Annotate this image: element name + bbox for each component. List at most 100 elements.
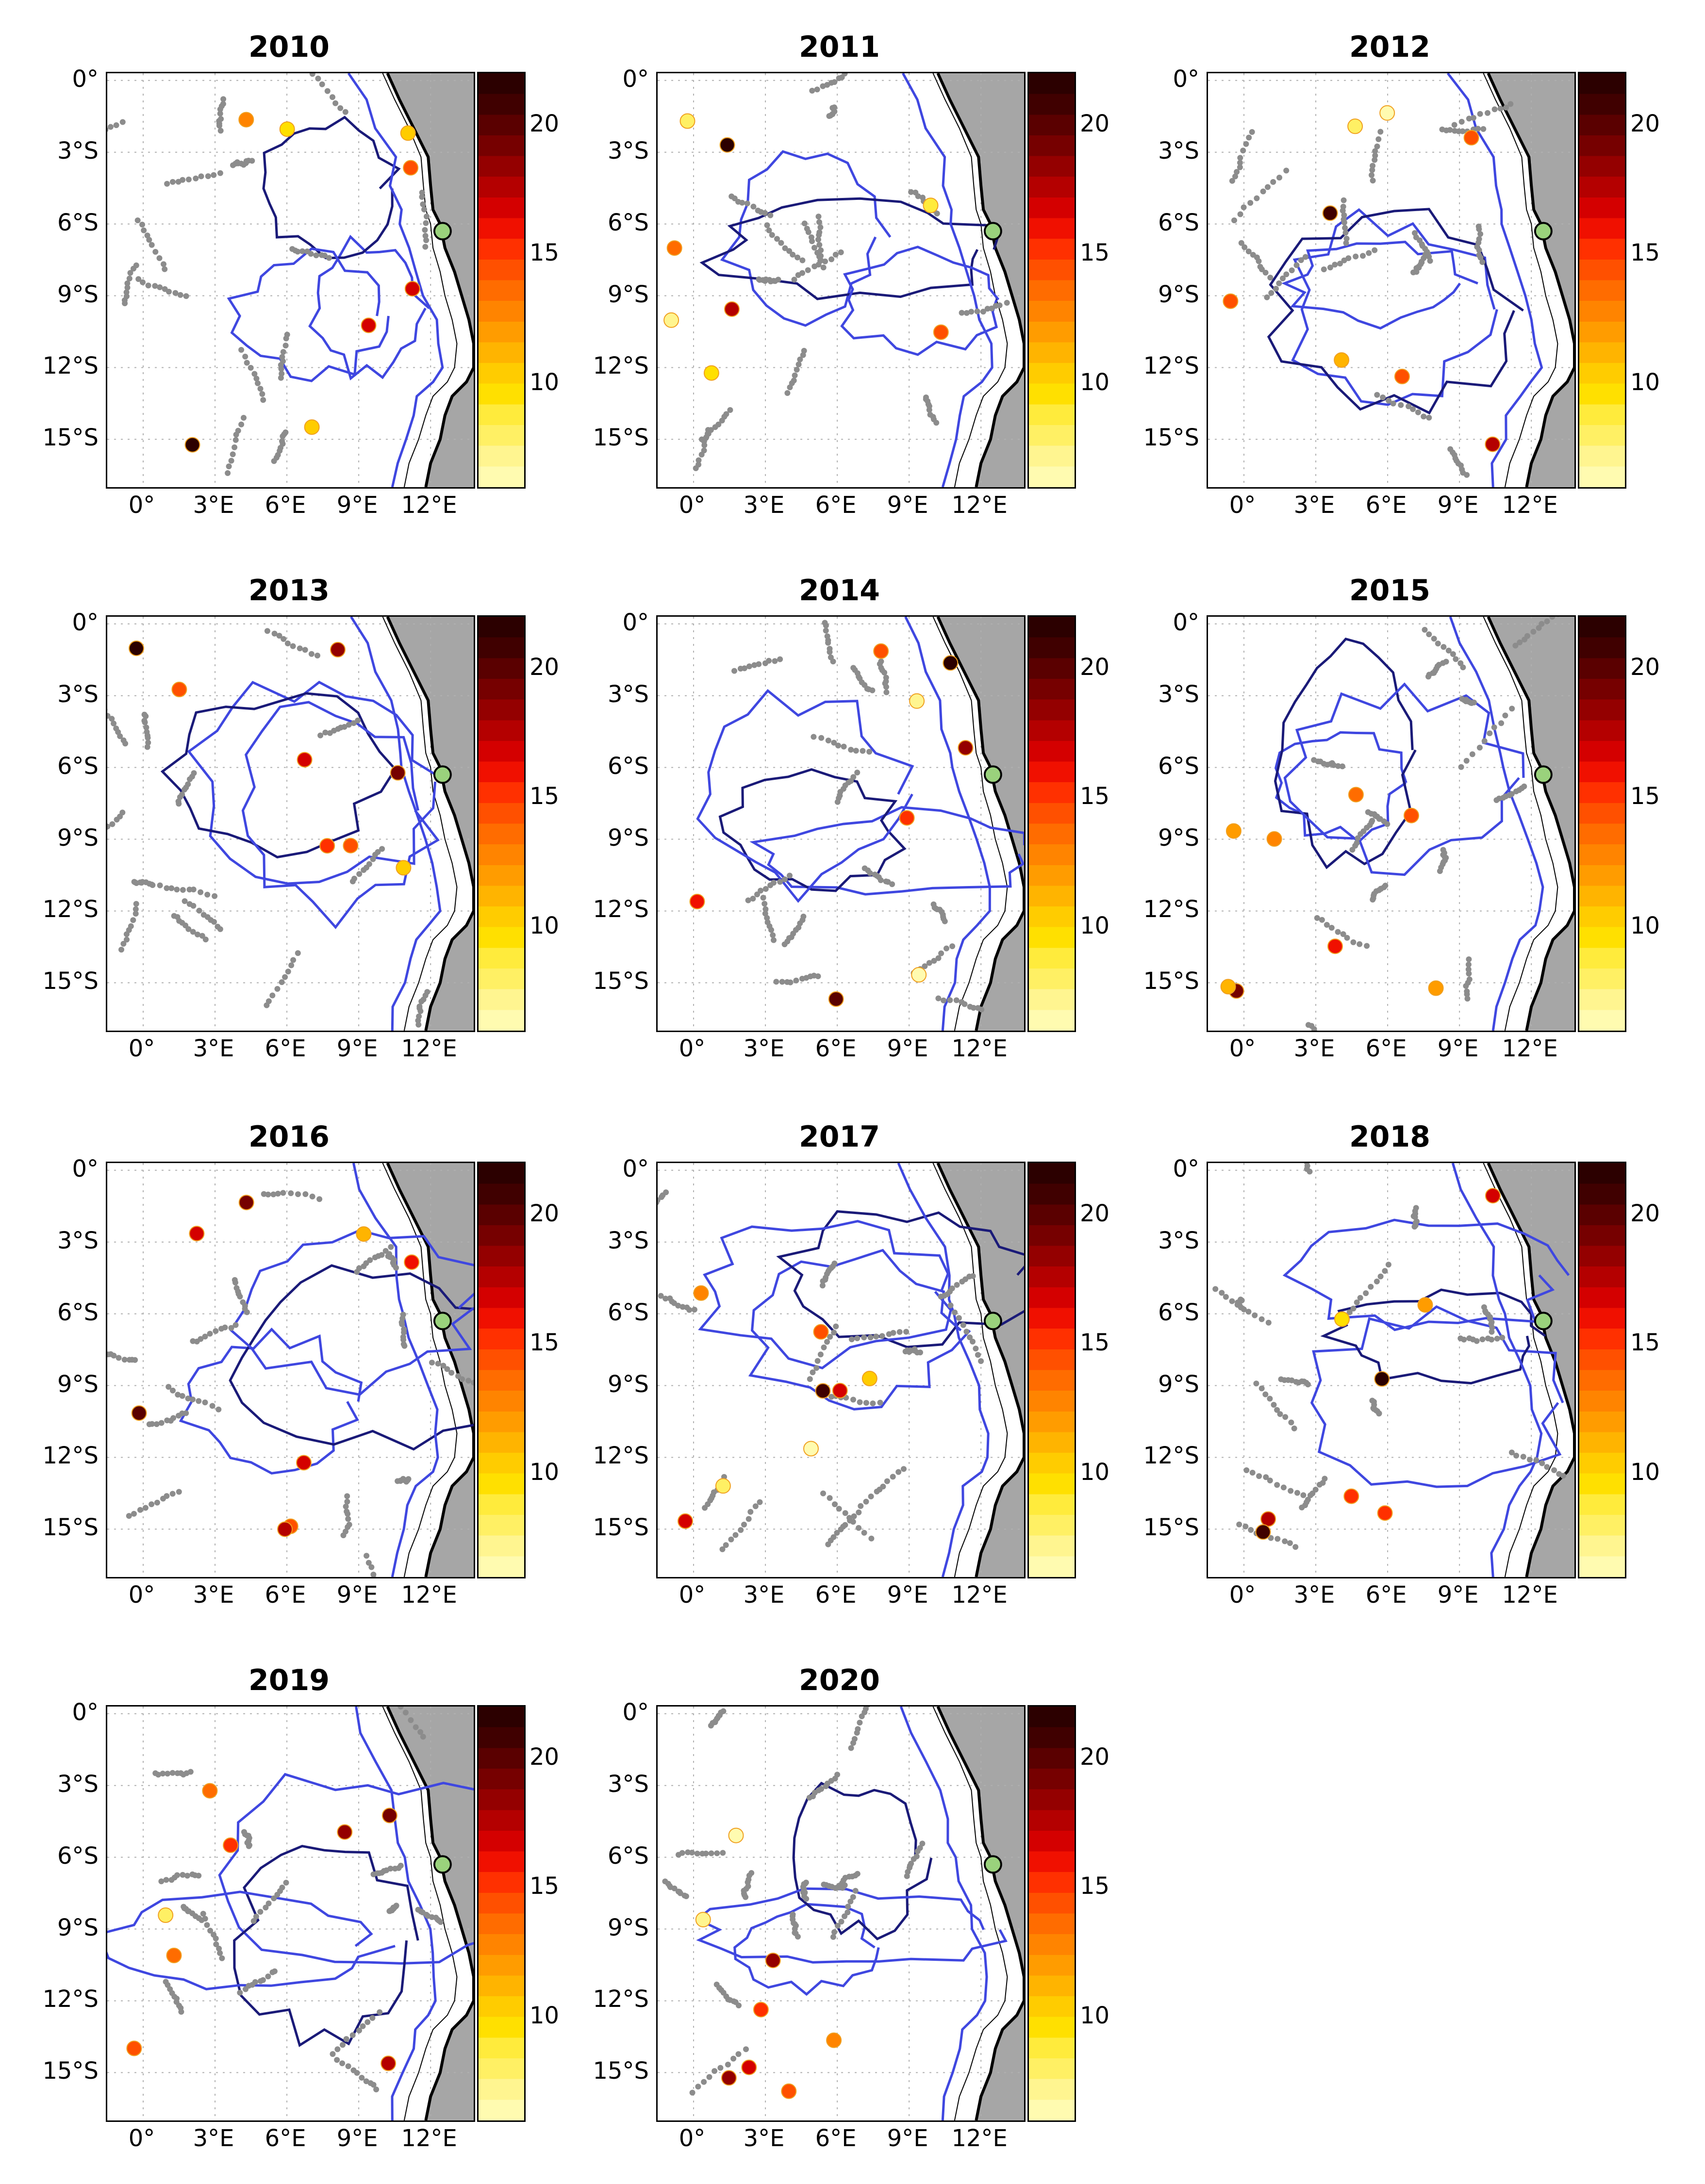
observation-point — [127, 270, 133, 276]
observation-point — [662, 1878, 668, 1885]
observation-point — [841, 743, 847, 750]
observation-point — [207, 1330, 213, 1337]
observation-point — [1463, 757, 1470, 764]
observation-point — [344, 1498, 350, 1505]
observation-point — [797, 356, 803, 362]
panel-title: 2010 — [248, 30, 330, 64]
observation-point — [1293, 262, 1300, 268]
observation-point — [232, 437, 239, 443]
observation-point — [1471, 115, 1476, 121]
observation-point — [832, 251, 839, 258]
observation-point — [731, 668, 737, 674]
observation-point — [244, 1309, 250, 1315]
observation-point — [818, 735, 825, 741]
mooring-marker — [433, 222, 452, 241]
observation-point — [851, 1513, 857, 1519]
observation-point — [366, 861, 372, 867]
contour-line — [179, 1327, 363, 1475]
observation-point — [343, 2036, 349, 2042]
lat-tick-label: 12°S — [42, 896, 99, 923]
observation-point — [804, 226, 810, 232]
lon-tick-label: 9°E — [336, 1035, 378, 1062]
colorbar-tick-label: 15 — [530, 783, 560, 810]
observation-point — [852, 1888, 859, 1894]
observation-point — [1237, 155, 1243, 161]
observation-point — [838, 249, 844, 255]
contour-line — [262, 115, 401, 260]
observation-point — [861, 1529, 867, 1536]
observation-point — [1464, 472, 1470, 478]
lat-tick-label: 6°S — [57, 209, 99, 236]
observation-point — [903, 1329, 910, 1335]
observation-point — [1300, 1492, 1307, 1498]
observation-point — [809, 87, 815, 94]
observation-point — [806, 1794, 812, 1801]
lat-tick-label: 6°S — [57, 1842, 99, 1870]
land — [938, 73, 1024, 487]
colorbar-tick-label: 20 — [530, 1199, 560, 1227]
lat-tick-label: 15°S — [593, 2057, 649, 2085]
lon-tick-label: 9°E — [1437, 1581, 1479, 1609]
event-marker — [1379, 105, 1395, 121]
observation-point — [1288, 1419, 1294, 1426]
observation-point — [1370, 178, 1376, 184]
observation-point — [877, 877, 884, 883]
observation-point — [455, 1373, 461, 1379]
observation-point — [741, 1522, 747, 1527]
colorbar-tick-label: 10 — [530, 2002, 560, 2029]
lon-tick-label: 12°E — [1502, 492, 1558, 519]
observation-point — [1327, 264, 1333, 271]
colorbar-tick-label: 10 — [1630, 1458, 1660, 1486]
observation-point — [931, 958, 937, 964]
observation-point — [830, 1534, 837, 1540]
observation-point — [801, 347, 807, 354]
contour-line — [1282, 1218, 1570, 1331]
observation-point — [228, 458, 234, 464]
coastline — [936, 1707, 1024, 2120]
observation-point — [326, 255, 332, 261]
lat-tick-label: 9°S — [607, 1914, 649, 1941]
observation-point — [377, 2009, 383, 2015]
observation-point — [850, 1396, 856, 1403]
contour-line — [308, 234, 430, 381]
colorbar-tick-label: 20 — [1630, 653, 1660, 681]
event-marker — [689, 894, 705, 909]
observation-point — [255, 380, 261, 386]
observation-point — [1350, 939, 1357, 945]
observation-point — [149, 242, 155, 248]
observation-point — [190, 903, 197, 909]
observation-point — [831, 1330, 837, 1336]
observation-point — [828, 256, 835, 263]
observation-point — [1243, 1467, 1250, 1473]
observation-point — [1466, 976, 1473, 983]
event-marker — [724, 301, 740, 317]
coastline-shelf — [932, 1707, 1008, 2120]
lat-tick-label: 9°S — [57, 824, 99, 852]
lat-tick-label: 0° — [1173, 1155, 1199, 1182]
observation-point — [1465, 966, 1472, 972]
observation-point — [832, 1501, 838, 1508]
observation-point — [343, 1503, 349, 1510]
colorbar-tick-label: 15 — [1630, 1329, 1660, 1357]
observation-point — [315, 75, 321, 82]
observation-point — [1426, 414, 1432, 421]
observation-point — [695, 457, 702, 463]
land — [1488, 1163, 1574, 1577]
observation-point — [862, 1707, 869, 1712]
lat-tick-label: 0° — [1173, 65, 1199, 93]
map-svg — [107, 1707, 474, 2120]
observation-point — [896, 1329, 903, 1335]
lon-tick-label: 0° — [1229, 1035, 1256, 1062]
observation-point — [124, 284, 131, 291]
observation-point — [232, 1280, 238, 1286]
observation-point — [1445, 647, 1452, 654]
coastline-shelf — [382, 1163, 458, 1577]
observation-point — [131, 1511, 137, 1517]
coastline-shelf — [1483, 73, 1558, 487]
observation-point — [217, 170, 223, 176]
mooring-marker — [1534, 765, 1553, 784]
observation-point — [831, 1929, 837, 1935]
event-marker — [319, 838, 335, 854]
observation-point — [191, 770, 197, 776]
